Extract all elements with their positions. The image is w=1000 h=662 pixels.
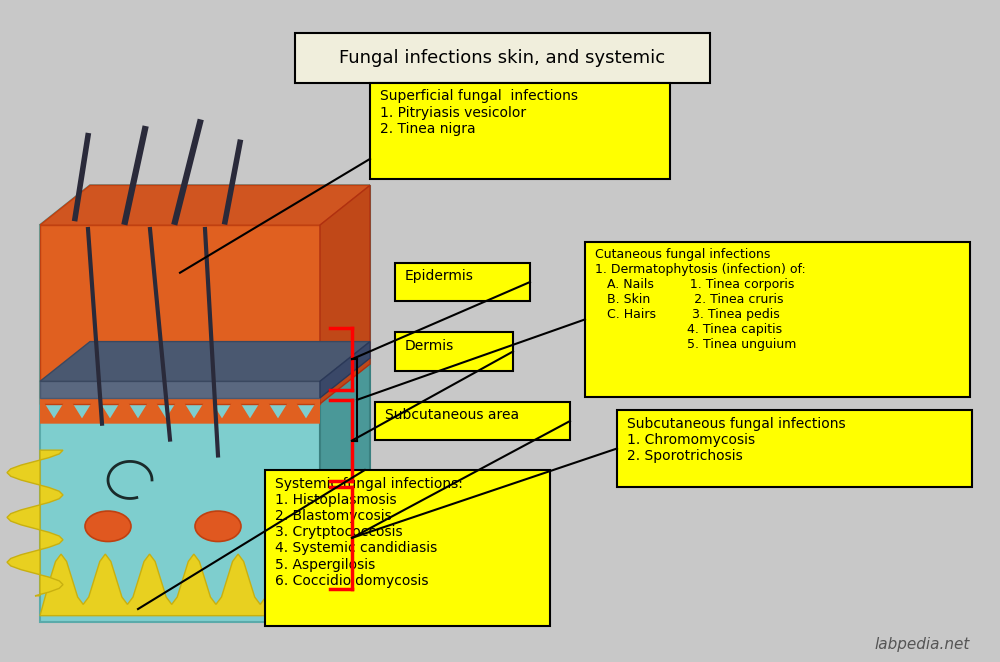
Polygon shape: [40, 342, 370, 381]
Polygon shape: [40, 381, 320, 398]
Polygon shape: [7, 450, 63, 596]
Text: labpedia.net: labpedia.net: [875, 637, 970, 652]
FancyBboxPatch shape: [617, 410, 972, 487]
FancyBboxPatch shape: [370, 83, 670, 179]
Text: Epidermis: Epidermis: [405, 269, 474, 283]
Polygon shape: [40, 185, 370, 225]
Circle shape: [195, 511, 241, 542]
FancyBboxPatch shape: [395, 332, 513, 371]
Polygon shape: [40, 225, 320, 404]
FancyBboxPatch shape: [585, 242, 970, 397]
Text: Systemic fungal infections:
1. Histoplasmosis
2. Blastomycosis
3. Crytptococcosi: Systemic fungal infections: 1. Histoplas…: [275, 477, 463, 588]
Text: Subcutaneous fungal infections
1. Chromomycosis
2. Sporotrichosis: Subcutaneous fungal infections 1. Chromo…: [627, 417, 846, 463]
FancyBboxPatch shape: [375, 402, 570, 440]
Text: Dermis: Dermis: [405, 339, 454, 353]
FancyBboxPatch shape: [395, 263, 530, 301]
Text: Subcutaneous area: Subcutaneous area: [385, 408, 519, 422]
Text: Cutaneous fungal infections
1. Dermatophytosis (infection) of:
   A. Nails      : Cutaneous fungal infections 1. Dermatoph…: [595, 248, 806, 352]
Polygon shape: [40, 396, 320, 424]
Circle shape: [85, 511, 131, 542]
Polygon shape: [320, 185, 370, 622]
Polygon shape: [40, 225, 320, 622]
FancyBboxPatch shape: [295, 33, 710, 83]
FancyBboxPatch shape: [265, 470, 550, 626]
Polygon shape: [40, 185, 370, 225]
Polygon shape: [320, 342, 370, 398]
Polygon shape: [40, 554, 320, 616]
Text: Fungal infections skin, and systemic: Fungal infections skin, and systemic: [339, 49, 666, 67]
Polygon shape: [320, 185, 370, 404]
Text: Superficial fungal  infections
1. Pitryiasis vesicolor
2. Tinea nigra: Superficial fungal infections 1. Pitryia…: [380, 89, 578, 136]
